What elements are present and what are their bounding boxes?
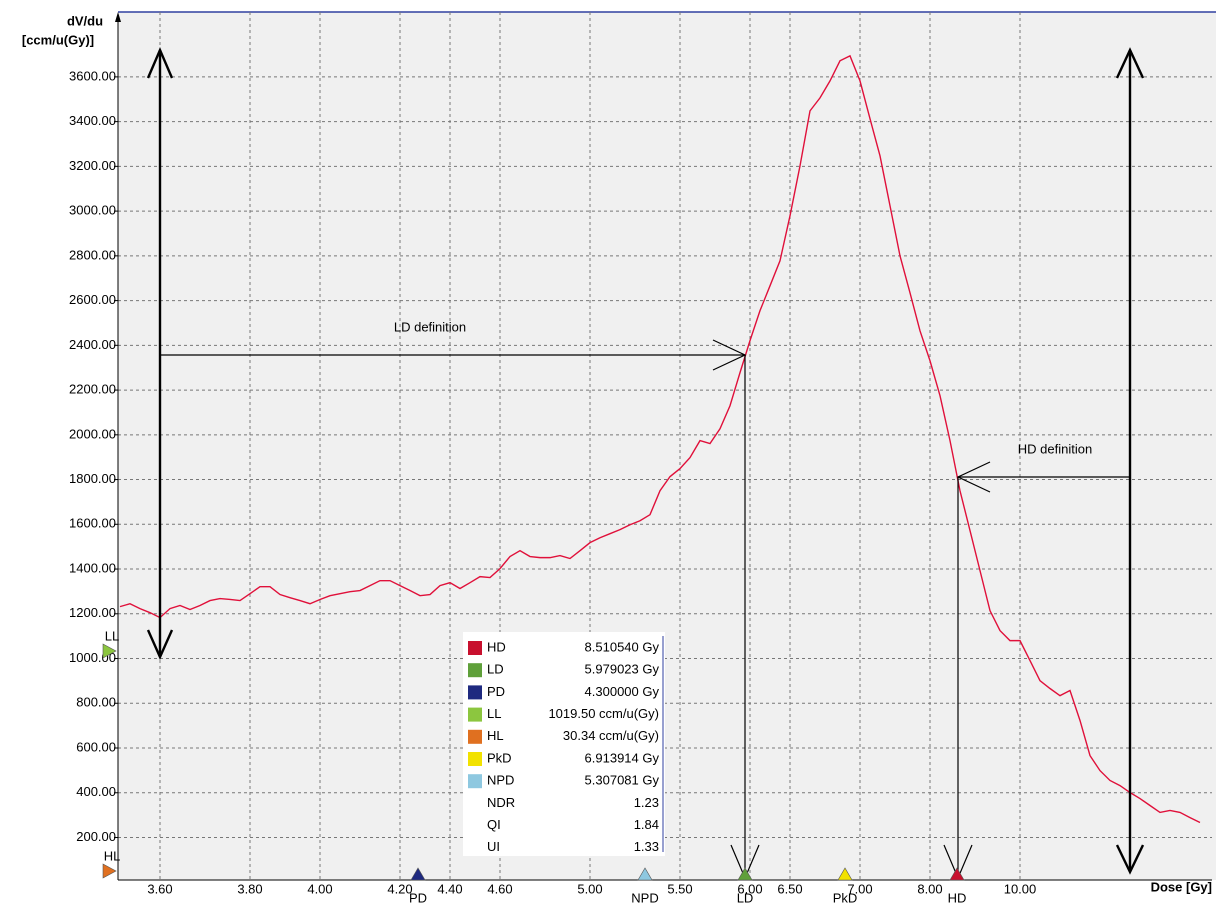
legend-swatch — [468, 774, 482, 789]
x-tick-label: 6.00 — [737, 881, 762, 896]
x-tick-label: 5.00 — [577, 881, 602, 896]
y-tick-label: 1800.00 — [69, 471, 116, 486]
y-tick-label: 200.00 — [76, 829, 116, 844]
y-tick-label: 2800.00 — [69, 247, 116, 262]
legend-name: HD — [487, 639, 506, 654]
axis-marker-label: HL — [104, 848, 121, 863]
y-title: dV/du — [67, 13, 103, 28]
x-tick-label: 6.50 — [777, 881, 802, 896]
arrow-head — [1115, 47, 1145, 875]
axis-marker — [737, 867, 753, 881]
legend-name: LD — [487, 662, 504, 677]
axis-marker-label: HD — [948, 890, 967, 905]
legend-name: NPD — [487, 773, 514, 788]
x-tick-label: 8.00 — [917, 881, 942, 896]
legend-name: UI — [487, 839, 500, 854]
y-tick-label: 400.00 — [76, 784, 116, 799]
y-tick-label: 1200.00 — [69, 605, 116, 620]
legend: HD 8.510540 Gy LD 5.979023 Gy PD 4.300000 Gy L… — [463, 632, 665, 856]
legend-readout: 5.979023 Gy — [585, 662, 660, 677]
plot — [119, 54, 1201, 824]
y-tick-label: 1400.00 — [69, 560, 116, 575]
y-tick-label: 800.00 — [76, 695, 116, 710]
axis-marker-label: PD — [409, 890, 427, 905]
axis-marker-label: NPD — [631, 890, 658, 905]
y-tick-label: 2200.00 — [69, 382, 116, 397]
y-tick-label: 2600.00 — [69, 292, 116, 307]
legend-name: LL — [487, 706, 501, 721]
x-tick-label: 4.40 — [437, 881, 462, 896]
legend-swatch — [468, 729, 482, 744]
legend-name: PD — [487, 684, 505, 699]
plot-area — [118, 12, 1216, 880]
x-tick-label: 3.60 — [147, 881, 172, 896]
legend-box — [463, 632, 665, 856]
y-unit: [ccm/u(Gy)] — [22, 32, 94, 47]
legend-readout: 5.307081 Gy — [585, 773, 660, 788]
legend-readout: 1.23 — [634, 795, 659, 810]
axis-marker — [837, 867, 853, 881]
y-axis-arrow — [115, 12, 121, 22]
axis-marker-label: LD — [737, 890, 754, 905]
y-tick-label: 2400.00 — [69, 337, 116, 352]
legend-readout: 6.913914 Gy — [585, 750, 660, 765]
axis-marker — [637, 867, 653, 881]
x-tick-label: 4.20 — [387, 881, 412, 896]
legend-swatch — [468, 707, 482, 722]
legend-readout: 30.34 ccm/u(Gy) — [563, 728, 659, 743]
x-tick-label: 7.00 — [847, 881, 872, 896]
y-tick-label: 2000.00 — [69, 426, 116, 441]
legend-swatch — [468, 685, 482, 700]
axis-marker-label: PkD — [833, 890, 858, 905]
y-tick-label: 3600.00 — [69, 68, 116, 83]
y-tick-label: 1600.00 — [69, 516, 116, 531]
x-tick-label: 4.00 — [307, 881, 332, 896]
arrow-head — [146, 46, 174, 660]
legend-readout: 1.33 — [634, 839, 659, 854]
annotation: HD definition — [1018, 441, 1092, 456]
y-tick-label: 600.00 — [76, 739, 116, 754]
y-tick-label: 3400.00 — [69, 113, 116, 128]
axis-marker — [102, 643, 117, 659]
legend-name: HL — [487, 728, 504, 743]
legend-swatch — [468, 641, 482, 655]
legend-readout: 8.510540 Gy — [585, 639, 660, 654]
legend-swatch — [468, 752, 482, 766]
legend-name: PkD — [487, 750, 512, 765]
x-tick-label: 3.80 — [237, 881, 262, 896]
data-line — [119, 54, 1201, 824]
axis-marker — [102, 863, 117, 879]
x-tick-label: 4.60 — [487, 881, 512, 896]
x-tick-label: 10.00 — [1004, 881, 1037, 896]
annotation: LD definition — [394, 319, 466, 334]
axis-marker — [410, 867, 426, 881]
legend-readout: 1019.50 ccm/u(Gy) — [548, 706, 659, 721]
legend-name: NDR — [487, 795, 515, 810]
axis-marker-label: LL — [105, 628, 119, 643]
legend-swatch — [468, 663, 482, 678]
legend-readout: 1.84 — [634, 817, 659, 832]
axis-marker — [949, 867, 965, 881]
legend-name: QI — [487, 817, 501, 832]
y-tick-label: 3200.00 — [69, 158, 116, 173]
x-title: Dose [Gy] — [1151, 879, 1212, 894]
legend-readout: 4.300000 Gy — [585, 684, 660, 699]
x-tick-label: 5.50 — [667, 881, 692, 896]
y-tick-label: 3000.00 — [69, 203, 116, 218]
